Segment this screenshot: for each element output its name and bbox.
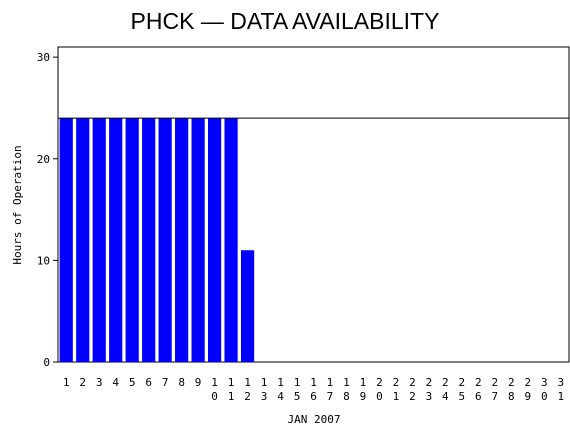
- y-tick-label: 30: [37, 51, 50, 64]
- bar: [224, 118, 238, 363]
- x-tick-label: 4: [112, 376, 119, 389]
- x-tick-label: 5: [129, 376, 136, 389]
- bar: [109, 118, 123, 363]
- x-tick-label: 8: [178, 376, 185, 389]
- y-tick-label: 0: [43, 356, 50, 369]
- x-tick-label: 1: [63, 376, 70, 389]
- bar: [208, 118, 222, 363]
- x-tick-label: 2: [79, 376, 86, 389]
- bar: [76, 118, 90, 363]
- bar: [240, 250, 255, 362]
- x-axis-label: JAN 2007: [288, 413, 341, 426]
- plot-frame: [57, 46, 570, 363]
- x-tick-label: 9: [195, 376, 202, 389]
- bar: [59, 118, 73, 363]
- chart-title: PHCK — DATA AVAILABILITY: [131, 8, 440, 34]
- bar: [175, 118, 189, 363]
- x-tick-label: 7: [162, 376, 169, 389]
- bar: [158, 118, 172, 363]
- y-tick-label: 20: [37, 153, 50, 166]
- x-tick-label: 3: [96, 376, 103, 389]
- bar: [92, 118, 106, 363]
- y-tick-label: 10: [37, 254, 50, 267]
- bar: [142, 118, 156, 363]
- x-tick-label: 6: [145, 376, 152, 389]
- bar: [191, 118, 205, 363]
- bar: [125, 118, 139, 363]
- y-axis-label: Hours of Operation: [11, 145, 24, 264]
